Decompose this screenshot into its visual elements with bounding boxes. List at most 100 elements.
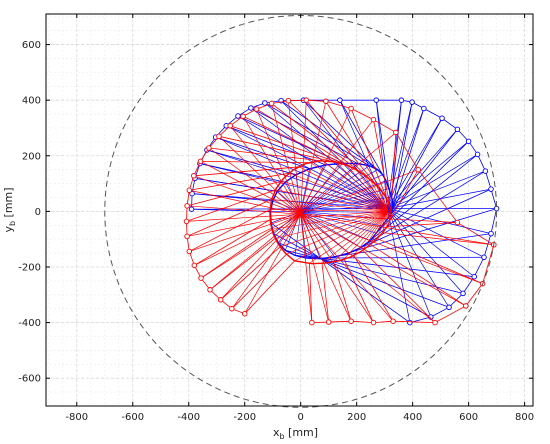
link-line [360, 170, 486, 248]
tip-marker [303, 97, 310, 103]
tip-marker [285, 97, 292, 104]
link-line [370, 244, 467, 307]
inner-spoke-line [289, 172, 388, 212]
spoke-line [186, 213, 301, 237]
inner-spoke-line [281, 180, 388, 212]
tip-marker [206, 145, 212, 151]
y-tick-label: 400 [22, 96, 41, 107]
spoke-line [387, 141, 469, 209]
link-line [343, 258, 374, 323]
tip-marker [248, 105, 254, 111]
x-axis-label: xb [mm] [273, 426, 318, 441]
link-line [390, 132, 397, 215]
inner-spoke-line [285, 182, 301, 212]
y-tick-labels: -600 -400 -200 0 200 400 600 [18, 40, 41, 385]
link-line [305, 99, 382, 192]
inner-spoke-line [353, 211, 388, 256]
tip-marker [439, 115, 445, 122]
y-tick-label: 200 [22, 151, 41, 162]
inner-spoke-line [271, 211, 388, 230]
inner-spoke-line [271, 199, 388, 212]
inner-spoke-line [310, 162, 388, 212]
spoke-line [387, 170, 486, 209]
link-line [376, 238, 483, 285]
spoke-line [387, 208, 411, 323]
spoke-line [300, 213, 483, 285]
inner-spoke-line [385, 197, 388, 212]
tip-marker [207, 287, 213, 293]
tip-marker [398, 97, 405, 103]
x-tick-label: -400 [177, 412, 200, 423]
spoke-line [387, 188, 492, 209]
spoke-line [387, 102, 413, 209]
inner-spoke-line [294, 211, 301, 256]
inner-spoke-line [346, 165, 388, 212]
inner-spoke-line [335, 161, 388, 212]
inner-spoke-line [362, 211, 388, 251]
tip-marker [183, 218, 190, 225]
link-line [208, 147, 324, 162]
inner-spoke-line [270, 209, 388, 212]
tip-marker [253, 106, 260, 112]
link-line [194, 219, 271, 266]
link-line [189, 209, 271, 252]
tip-marker [197, 158, 204, 165]
inner-spoke-line [294, 211, 388, 262]
inner-spoke-line [333, 211, 388, 263]
link-line [220, 246, 281, 301]
tip-marker [463, 303, 469, 309]
link-line [381, 129, 458, 227]
x-tick-label: 400 [403, 412, 422, 423]
spoke-line [199, 163, 388, 209]
inner-spoke-line [300, 180, 387, 212]
x-tick-label: 200 [347, 412, 366, 423]
tip-marker [432, 319, 438, 326]
inner-spoke-line [275, 189, 388, 212]
series-layer [183, 97, 500, 326]
tip-marker [235, 113, 241, 119]
tip-marker [390, 318, 396, 324]
spoke-line [339, 100, 388, 209]
link-line [325, 101, 387, 198]
tip-marker [370, 116, 377, 123]
inner-spoke-line [321, 211, 388, 264]
spoke-line [303, 99, 388, 209]
x-tick-label: 0 [298, 412, 304, 423]
spoke-line [209, 213, 301, 291]
tip-marker [184, 203, 190, 209]
spoke-line [300, 213, 374, 323]
spoke-line [387, 208, 475, 277]
spoke-line [300, 119, 374, 215]
link-line [389, 169, 419, 221]
tip-marker [465, 138, 472, 145]
link-line [373, 119, 391, 209]
tip-marker [191, 173, 197, 179]
spoke-line [300, 213, 494, 246]
tip-marker [191, 262, 198, 269]
inner-spoke-line [382, 211, 388, 233]
inner-spoke-line [387, 203, 389, 212]
tip-marker [454, 126, 461, 133]
tip-marker [482, 168, 489, 174]
spoke-line [280, 100, 388, 209]
inner-spoke-line [370, 179, 388, 212]
tip-marker [488, 230, 494, 237]
link-line [285, 249, 464, 294]
spoke-line [387, 108, 425, 209]
link-line [278, 242, 450, 308]
spoke-line [300, 213, 466, 307]
inner-spoke-line [322, 160, 388, 212]
inner-spoke-line [387, 211, 392, 215]
y-tick-label: 0 [35, 207, 41, 218]
x-tick-labels: -800 -600 -400 -200 0 200 400 600 800 [65, 412, 534, 423]
link-line [350, 108, 390, 204]
link-line [244, 260, 295, 314]
axes-frame [45, 13, 534, 407]
spoke-line [300, 214, 313, 323]
tip-marker [186, 248, 193, 255]
spoke-line [200, 161, 301, 215]
spoke-line [256, 108, 302, 215]
y-tick-label: -400 [18, 318, 41, 329]
y-tick-label: -600 [18, 374, 41, 385]
x-tick-label: -800 [65, 412, 88, 423]
